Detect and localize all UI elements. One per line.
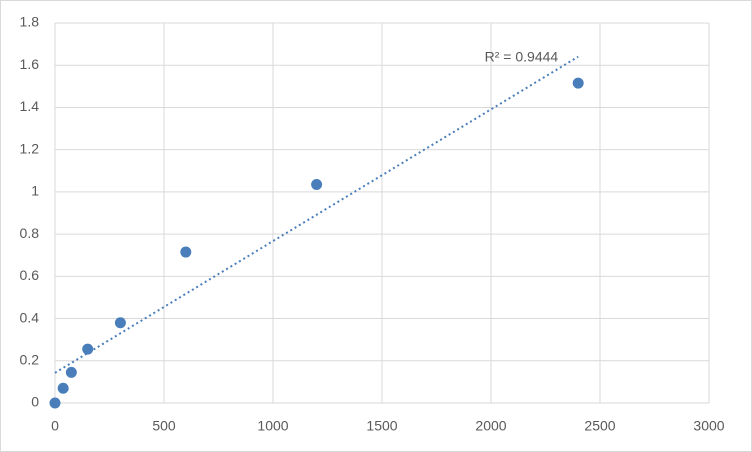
y-tick-label: 0.2 xyxy=(20,351,40,367)
y-tick-label: 1.4 xyxy=(20,98,40,114)
y-tick-label: 0.8 xyxy=(20,225,40,241)
trendline-annotation: R² = 0.9444 xyxy=(485,48,559,64)
x-tick-label: 2000 xyxy=(475,418,506,434)
x-tick-label: 500 xyxy=(152,418,176,434)
data-point xyxy=(82,343,94,355)
x-tick-label: 1500 xyxy=(366,418,397,434)
data-point xyxy=(572,77,584,89)
trendline xyxy=(54,55,579,374)
y-tick-label: 1 xyxy=(31,183,39,199)
x-tick-label: 0 xyxy=(51,418,59,434)
x-tick-label: 3000 xyxy=(693,418,724,434)
y-tick-label: 0.6 xyxy=(20,267,40,283)
y-tick-label: 1.8 xyxy=(20,14,40,30)
y-tick-label: 1.6 xyxy=(20,56,40,72)
data-point xyxy=(311,179,323,190)
data-point xyxy=(57,382,69,394)
y-tick-label: 0 xyxy=(31,394,39,410)
data-point xyxy=(114,317,126,329)
y-tick-label: 0.4 xyxy=(20,309,40,325)
data-point xyxy=(49,397,61,409)
data-point xyxy=(180,246,192,258)
y-tick-label: 1.2 xyxy=(20,140,40,156)
x-tick-label: 2500 xyxy=(584,418,615,434)
data-point xyxy=(65,366,77,378)
x-tick-label: 1000 xyxy=(257,418,288,434)
